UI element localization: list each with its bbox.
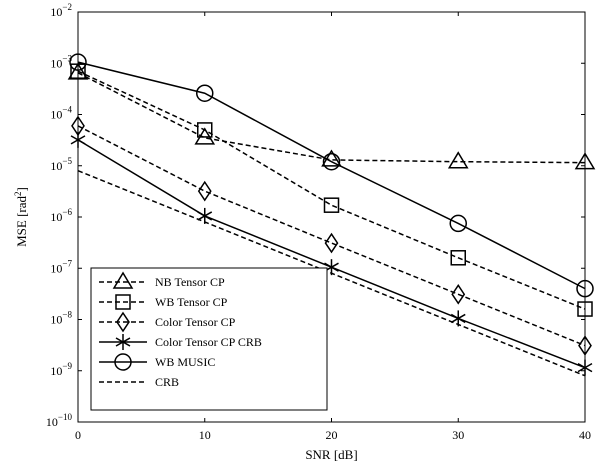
legend-box: [90, 267, 328, 411]
legend-entry: NB Tensor CP: [99, 271, 225, 289]
legend-label: WB MUSIC: [155, 355, 215, 369]
y-axis-title: MSE [rad2]: [13, 187, 29, 247]
series-line: [77, 72, 586, 164]
series-crb: [77, 170, 586, 377]
axis-ticks: 0 10 20 30 40 10−2 10−3 10−4 10−5 10−6 10−7 10−8 10−…: [46, 2, 591, 442]
data-point: [324, 232, 339, 254]
y-tick-label: 10−5: [50, 156, 72, 173]
legend-entry: Color Tensor CP: [99, 311, 236, 333]
data-point: [197, 122, 213, 138]
legend-marker: [115, 334, 131, 350]
data-point: [449, 214, 467, 233]
legend-marker: [114, 353, 132, 371]
y-tick-label: 10−10: [46, 412, 73, 429]
x-tick-label: 0: [75, 428, 81, 442]
x-axis-title: SNR [dB]: [305, 447, 357, 462]
legend-label: CRB: [155, 375, 179, 389]
y-axis-title-text: MSE [rad: [14, 195, 29, 246]
x-tick-label: 30: [452, 428, 464, 442]
data-point: [323, 197, 340, 213]
data-point: [450, 250, 466, 266]
legend-label: NB Tensor CP: [155, 275, 225, 289]
legend-entry: Color Tensor CP CRB: [99, 334, 262, 350]
x-tick-label: 20: [326, 428, 338, 442]
legend: NB Tensor CP WB Tensor CP Color Tensor CP C…: [90, 267, 328, 411]
y-axis-title-suffix: ]: [14, 187, 29, 191]
legend-marker: [115, 294, 131, 310]
legend-marker: [112, 271, 134, 289]
legend-label: Color Tensor CP CRB: [155, 335, 262, 349]
data-point: [451, 283, 466, 305]
y-tick-label: 10−3: [50, 53, 72, 70]
legend-label: WB Tensor CP: [155, 295, 228, 309]
legend-marker: [116, 311, 130, 333]
series-line: [77, 61, 586, 290]
y-tick-label: 10−9: [50, 361, 72, 378]
y-axis-title-superscript: 2: [13, 191, 23, 196]
data-point: [322, 152, 341, 171]
data-point: [447, 151, 469, 169]
legend-label: Color Tensor CP: [155, 315, 236, 329]
data-point: [197, 180, 212, 202]
y-tick-label: 10−8: [50, 310, 72, 327]
data-point: [196, 84, 214, 102]
y-tick-label: 10−4: [50, 105, 72, 122]
x-tick-label: 10: [199, 428, 211, 442]
y-tick-label: 10−2: [50, 2, 72, 19]
legend-entry: WB MUSIC: [99, 353, 215, 371]
x-tick-label: 40: [579, 428, 591, 442]
series-line: [77, 170, 586, 377]
legend-entry: WB Tensor CP: [99, 294, 228, 310]
legend-entry: CRB: [99, 375, 179, 389]
y-tick-label: 10−6: [50, 207, 72, 224]
y-tick-label: 10−7: [50, 258, 72, 275]
